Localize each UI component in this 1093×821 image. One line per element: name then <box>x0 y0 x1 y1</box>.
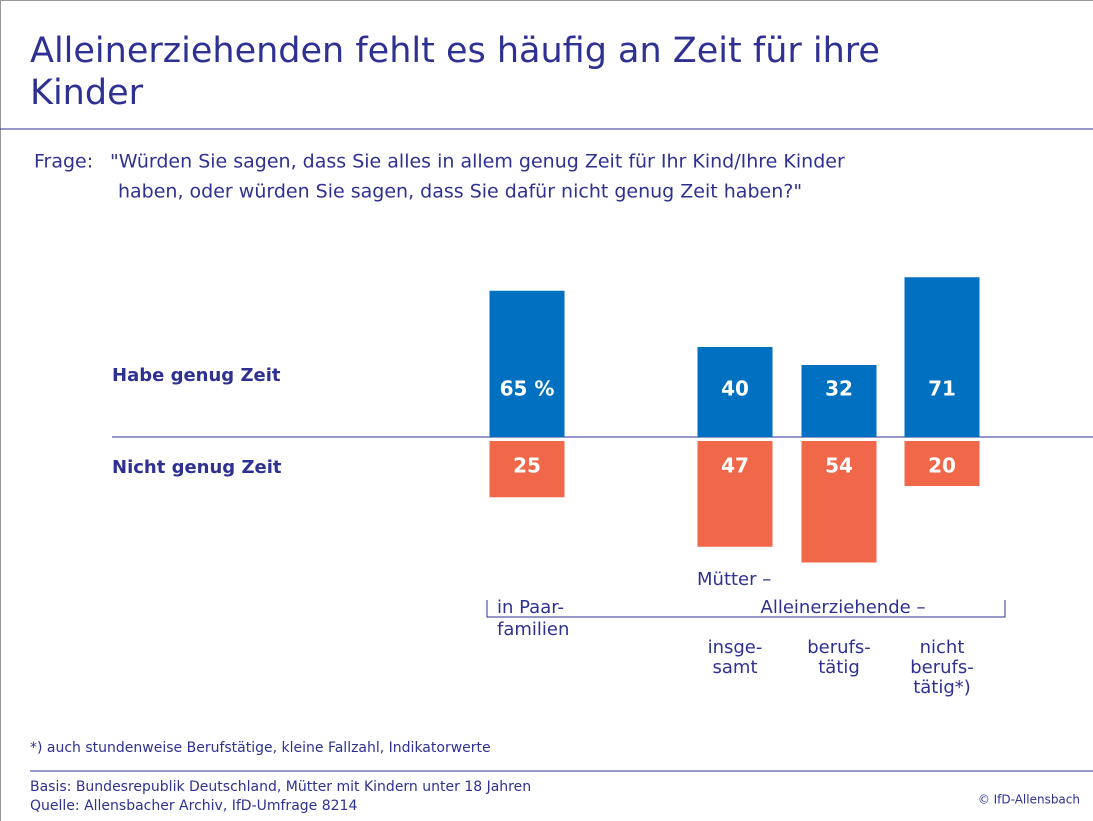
x-tick-label: berufs- <box>807 637 871 658</box>
x-tick-label: in Paar- <box>497 597 564 618</box>
bar <box>489 441 565 498</box>
question: "Würden Sie sagen, dass Sie alles in all… <box>110 151 845 173</box>
x-tick-label: samt <box>713 657 758 678</box>
source: Quelle: Allensbacher Archiv, IfD-Umfrage… <box>30 798 357 814</box>
x-tick-label: tätig <box>818 657 860 678</box>
chart-title: Alleinerziehenden fehlt es häufig an Zei… <box>30 31 880 113</box>
value-label: 20 <box>928 454 956 478</box>
bar <box>904 277 980 437</box>
bar <box>801 441 877 563</box>
x-tick-label: berufs- <box>910 657 974 678</box>
value-label: 25 <box>513 454 541 478</box>
legend-label: Habe genug Zeit <box>112 365 281 386</box>
bar <box>697 441 773 547</box>
value-label: 54 <box>825 454 853 478</box>
value-label: 65 % <box>500 377 555 401</box>
bar <box>697 347 773 437</box>
group-label: Alleinerziehende – <box>761 597 926 618</box>
value-label: 71 <box>928 377 956 401</box>
value-label: 40 <box>721 377 749 401</box>
x-tick-label: nicht <box>920 637 965 658</box>
value-label: 32 <box>825 377 853 401</box>
question-label: Frage: <box>34 151 93 173</box>
legend-label: Nicht genug Zeit <box>112 457 282 478</box>
basis: Basis: Bundesrepublik Deutschland, Mütte… <box>30 779 531 795</box>
copyright: © IfD-Allensbach <box>978 793 1080 807</box>
x-tick-label: familien <box>497 619 569 640</box>
x-tick-label: insge- <box>708 637 763 658</box>
group-label: Mütter – <box>697 569 771 590</box>
bracket <box>486 600 1006 618</box>
value-label: 47 <box>721 454 749 478</box>
question: haben, oder würden Sie sagen, dass Sie d… <box>118 181 802 203</box>
x-tick-label: tätig*) <box>913 677 971 698</box>
bar <box>489 290 565 437</box>
bar <box>801 365 877 437</box>
bar <box>904 441 980 486</box>
footnote: *) auch stundenweise Berufstätige, klein… <box>30 740 491 756</box>
